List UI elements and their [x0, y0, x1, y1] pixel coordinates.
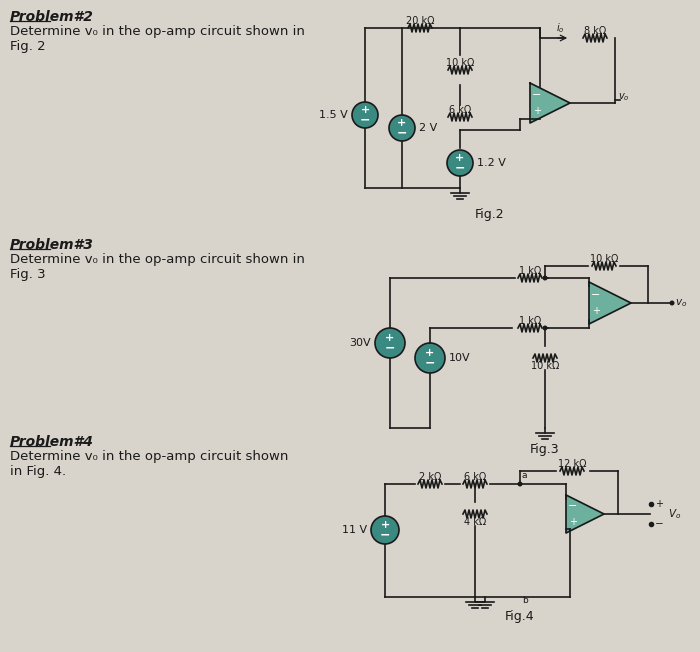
Text: −: −	[592, 289, 601, 300]
Text: +: +	[456, 153, 465, 163]
Text: in Fig. 4.: in Fig. 4.	[10, 465, 66, 478]
Text: +: +	[398, 118, 407, 128]
Text: Problem#3: Problem#3	[10, 238, 94, 252]
Text: 1 kΩ: 1 kΩ	[519, 316, 541, 326]
Text: 1 kΩ: 1 kΩ	[519, 266, 541, 276]
Text: 10 kΩ: 10 kΩ	[531, 361, 559, 371]
Text: −: −	[425, 357, 435, 370]
Text: 1.5 V: 1.5 V	[319, 110, 348, 120]
Text: 10 kΩ: 10 kΩ	[590, 254, 618, 264]
Text: 20 kΩ: 20 kΩ	[406, 16, 434, 26]
Text: −: −	[379, 529, 391, 542]
Text: +: +	[360, 105, 370, 115]
Text: +: +	[386, 333, 395, 343]
Text: Determine v₀ in the op-amp circuit shown: Determine v₀ in the op-amp circuit shown	[10, 450, 288, 463]
Text: $i_o$: $i_o$	[556, 21, 564, 35]
Text: b: b	[522, 596, 528, 605]
Polygon shape	[530, 83, 570, 123]
Text: −: −	[455, 162, 466, 175]
Text: 8 kΩ: 8 kΩ	[584, 26, 606, 36]
Polygon shape	[589, 282, 631, 324]
Text: Problem#4: Problem#4	[10, 435, 94, 449]
Text: −: −	[532, 90, 542, 100]
Circle shape	[517, 481, 522, 486]
Circle shape	[542, 276, 547, 280]
Text: Fig. 3: Fig. 3	[10, 268, 46, 281]
Text: 2 V: 2 V	[419, 123, 438, 133]
Text: Fig.2: Fig.2	[475, 208, 505, 221]
Text: −: −	[568, 501, 578, 511]
Circle shape	[389, 115, 415, 141]
Text: 10 kΩ: 10 kΩ	[446, 58, 474, 68]
Polygon shape	[566, 495, 604, 533]
Circle shape	[415, 343, 445, 373]
Text: Problem#2: Problem#2	[10, 10, 94, 24]
Text: $v_o$: $v_o$	[618, 91, 629, 103]
Text: 30V: 30V	[349, 338, 371, 348]
Text: $v_o$: $v_o$	[675, 297, 687, 309]
Text: 6 kΩ: 6 kΩ	[449, 105, 471, 115]
Circle shape	[542, 325, 547, 331]
Circle shape	[669, 301, 675, 306]
Text: 1.2 V: 1.2 V	[477, 158, 506, 168]
Text: +: +	[533, 106, 541, 116]
Text: +: +	[380, 520, 390, 530]
Text: Fig.3: Fig.3	[530, 443, 560, 456]
Text: 6 kΩ: 6 kΩ	[464, 472, 486, 482]
Text: −: −	[360, 113, 370, 126]
Text: Determine v₀ in the op-amp circuit shown in: Determine v₀ in the op-amp circuit shown…	[10, 253, 305, 266]
Text: 4 kΩ: 4 kΩ	[464, 517, 486, 527]
Text: 2 kΩ: 2 kΩ	[419, 472, 441, 482]
Circle shape	[352, 102, 378, 128]
Text: +: +	[569, 516, 577, 527]
Text: Fig. 2: Fig. 2	[10, 40, 46, 53]
Text: −: −	[655, 519, 664, 529]
Text: +: +	[655, 499, 663, 509]
Text: +: +	[592, 306, 600, 316]
Text: 11 V: 11 V	[342, 525, 367, 535]
Circle shape	[447, 150, 473, 176]
Text: +: +	[426, 348, 435, 358]
Text: Determine v₀ in the op-amp circuit shown in: Determine v₀ in the op-amp circuit shown…	[10, 25, 305, 38]
Text: $V_o$: $V_o$	[668, 507, 681, 521]
Text: Fig.4: Fig.4	[505, 610, 535, 623]
Text: −: −	[397, 126, 407, 140]
Text: −: −	[385, 342, 396, 355]
Text: a: a	[522, 471, 528, 480]
Circle shape	[371, 516, 399, 544]
Text: 10V: 10V	[449, 353, 470, 363]
Circle shape	[375, 328, 405, 358]
Text: 12 kΩ: 12 kΩ	[558, 459, 587, 469]
